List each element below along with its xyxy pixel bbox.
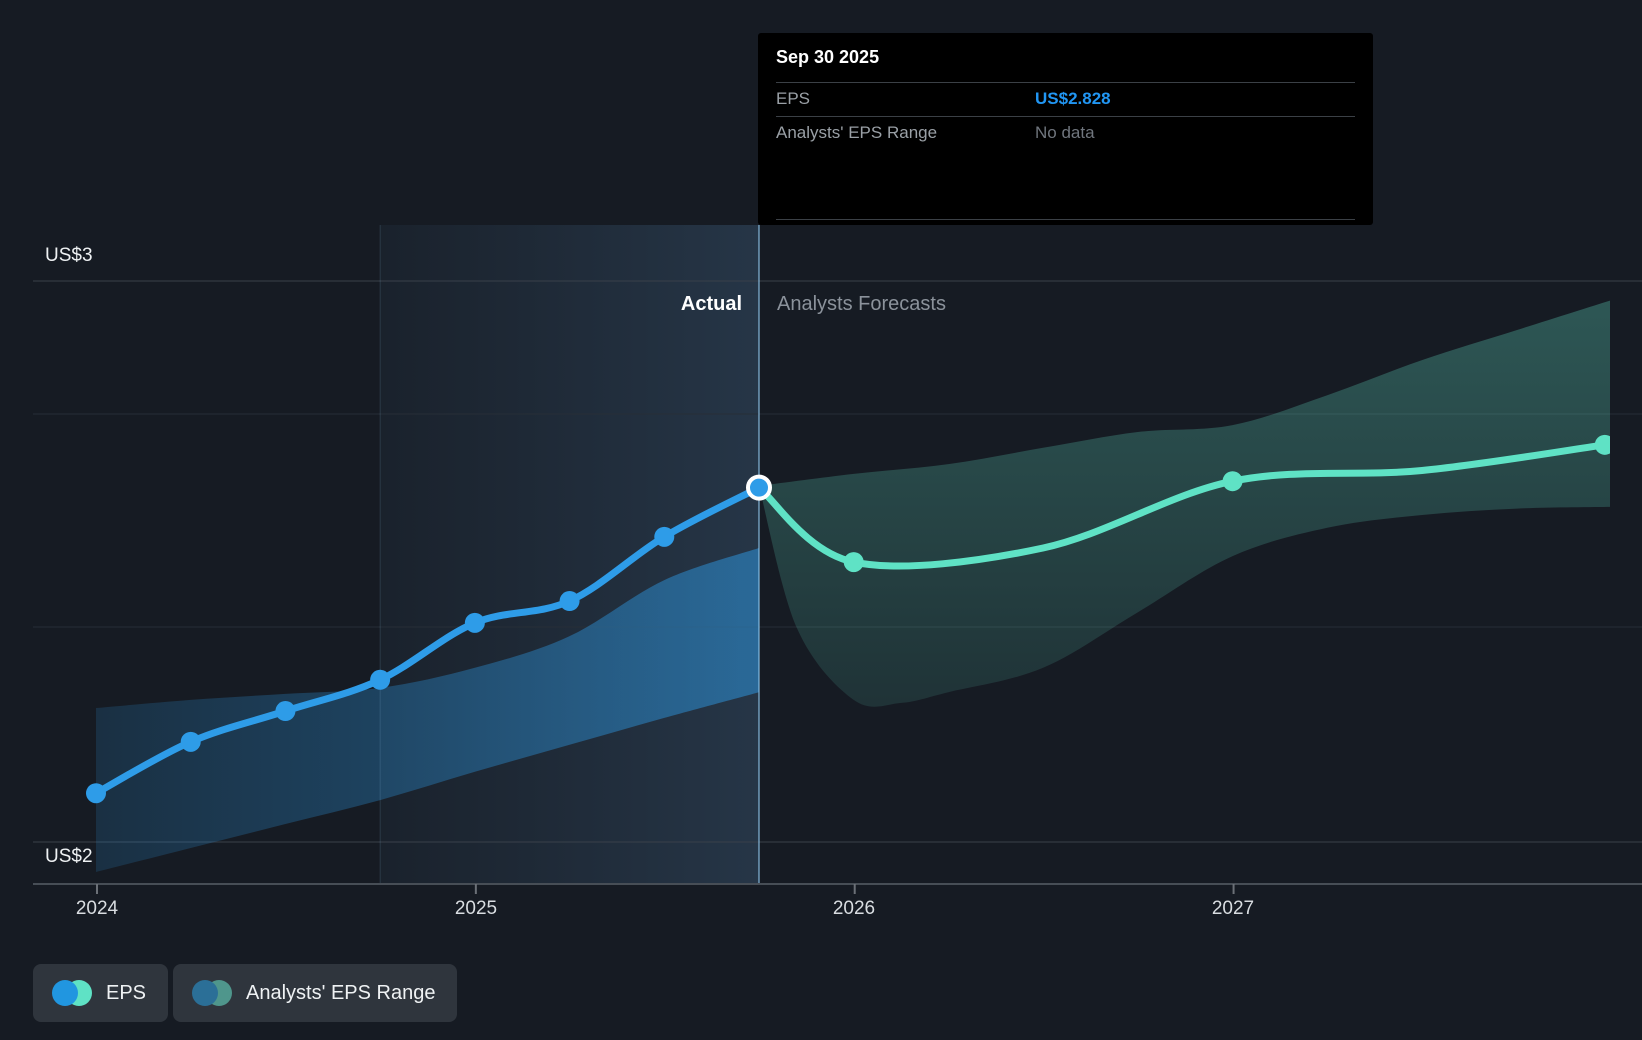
legend-item-eps[interactable]: EPS [33,964,169,1022]
x-axis-label-2024: 2024 [75,898,119,919]
tooltip-divider [776,82,1355,83]
x-axis-label-2025: 2025 [454,898,498,919]
range-legend-dots-icon [192,980,232,1006]
tooltip-range-value: No data [1035,123,1095,142]
x-axis-label-2027: 2027 [1211,898,1255,919]
y-axis-label-us3: US$3 [45,245,93,266]
tooltip-divider [776,219,1355,220]
tooltip-eps-label: EPS [776,89,811,108]
legend-item-analysts-eps-range[interactable]: Analysts' EPS Range [173,964,458,1022]
tooltip-date-title: Sep 30 2025 [776,47,880,67]
eps-legend-dots-icon [52,980,92,1006]
x-axis-label-2026: 2026 [832,898,876,919]
legend-range-label: Analysts' EPS Range [246,981,436,1004]
y-axis-label-us2: US$2 [45,846,93,867]
actual-zone-label: Actual [680,293,742,315]
tooltip-divider [776,116,1355,117]
tooltip-eps-value: US$2.828 [1035,89,1111,108]
forecast-zone-label: Analysts Forecasts [777,293,946,315]
legend-eps-label: EPS [106,981,147,1004]
tooltip-range-label: Analysts' EPS Range [776,123,938,142]
tooltip: Sep 30 2025 EPS US$2.828 Analysts' EPS R… [758,33,1373,225]
